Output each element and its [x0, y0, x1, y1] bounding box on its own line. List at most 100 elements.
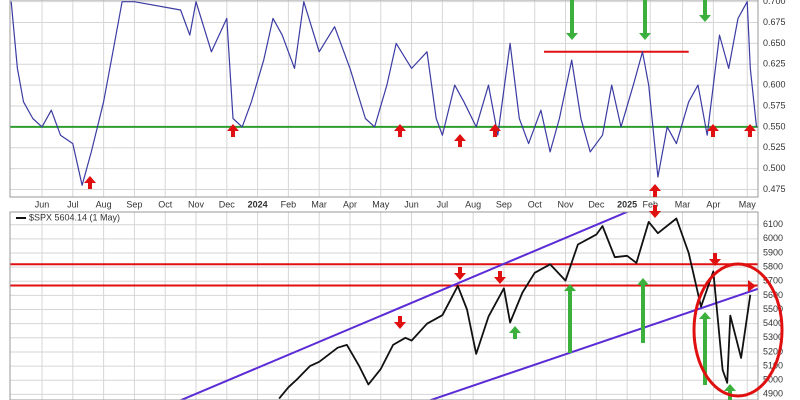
arrow-head	[639, 33, 651, 40]
x-tick-label: Apr	[343, 199, 357, 209]
channel-line	[429, 287, 758, 400]
y-tick-label: 5500	[763, 304, 783, 314]
arrow-head	[699, 15, 711, 22]
arrow-shaft	[498, 271, 502, 277]
arrow-shaft	[653, 191, 657, 197]
arrow-head	[637, 278, 649, 285]
annotation-arrow	[84, 176, 96, 189]
x-tick-label: Dec	[219, 199, 236, 209]
x-tick-label: Sep	[126, 199, 142, 209]
annotation-arrow	[639, 0, 651, 40]
x-tick-label: Nov	[558, 199, 575, 209]
y-tick-label: 5100	[763, 360, 783, 370]
series-line	[10, 1, 758, 186]
arrow-head	[509, 326, 521, 333]
arrow-shaft	[513, 333, 517, 339]
x-tick-label: Feb	[281, 199, 297, 209]
legend-label: $SPX 5604.14 (1 May)	[29, 212, 120, 222]
x-tick-label: Oct	[528, 199, 543, 209]
arrow-head	[649, 211, 661, 218]
y-tick-label: 0.600	[763, 80, 786, 90]
arrow-head	[454, 134, 466, 141]
annotation-arrow	[707, 124, 719, 137]
arrow-head	[744, 124, 756, 131]
arrow-shaft	[711, 131, 715, 137]
annotation-arrow	[509, 326, 521, 339]
y-tick-label: 5800	[763, 262, 783, 272]
y-tick-label: 5000	[763, 375, 783, 385]
x-tick-label: Mar	[311, 199, 327, 209]
arrow-head	[394, 322, 406, 329]
arrow-head	[394, 124, 406, 131]
x-tick-label: Jun	[35, 199, 50, 209]
y-tick-label: 0.525	[763, 142, 786, 152]
arrow-shaft	[88, 183, 92, 189]
y-tick-label: 0.650	[763, 38, 786, 48]
annotation-arrow	[454, 134, 466, 147]
y-tick-label: 5900	[763, 247, 783, 257]
y-tick-label: 5600	[763, 290, 783, 300]
arrow-head	[489, 124, 501, 131]
y-tick-label: 5400	[763, 318, 783, 328]
annotation-arrow	[699, 0, 711, 22]
annotation-arrow	[709, 253, 721, 266]
arrow-head	[649, 184, 661, 191]
x-tick-label: 2024	[248, 199, 268, 209]
arrow-head	[724, 384, 736, 391]
y-tick-label: 0.575	[763, 100, 786, 110]
y-tick-label: 0.700	[763, 0, 786, 6]
annotation-arrow	[564, 284, 576, 353]
series-line	[278, 217, 752, 400]
annotation-arrow	[227, 124, 239, 137]
arrow-shaft	[653, 205, 657, 211]
x-tick-label: May	[739, 199, 757, 209]
annotation-arrow	[744, 124, 756, 137]
arrow-shaft	[458, 141, 462, 147]
annotation-arrow	[699, 312, 711, 385]
x-tick-label: Jun	[404, 199, 419, 209]
arrow-shaft	[570, 0, 574, 33]
y-tick-label: 5200	[763, 346, 783, 356]
annotation-arrow	[494, 271, 506, 284]
x-tick-label: Mar	[675, 199, 691, 209]
arrow-shaft	[703, 319, 707, 385]
y-tick-label: 0.475	[763, 184, 786, 194]
y-tick-label: 5300	[763, 332, 783, 342]
annotation-arrow	[649, 205, 661, 218]
highlight-ellipse	[692, 262, 784, 398]
arrow-shaft	[748, 131, 752, 137]
annotation-arrow	[649, 184, 661, 197]
x-tick-label: Aug	[96, 199, 112, 209]
x-tick-label: Dec	[588, 199, 605, 209]
x-tick-label: Sep	[496, 199, 512, 209]
annotation-arrow	[748, 280, 756, 292]
y-tick-label: 0.550	[763, 121, 786, 131]
arrow-shaft	[493, 131, 497, 137]
x-tick-label: Oct	[158, 199, 173, 209]
arrow-shaft	[398, 131, 402, 137]
x-tick-label: May	[372, 199, 390, 209]
arrow-head	[699, 312, 711, 319]
channel-line	[180, 212, 630, 400]
arrow-shaft	[458, 267, 462, 273]
arrow-shaft	[231, 131, 235, 137]
x-tick-label: Aug	[465, 199, 481, 209]
y-tick-label: 6100	[763, 219, 783, 229]
x-tick-label: Apr	[706, 199, 720, 209]
x-tick-label: Feb	[642, 199, 658, 209]
x-tick-label: 2025	[617, 199, 637, 209]
annotation-arrow	[394, 124, 406, 137]
arrow-shaft	[713, 253, 717, 259]
x-tick-label: Nov	[188, 199, 205, 209]
y-tick-label: 0.500	[763, 163, 786, 173]
annotation-arrow	[566, 0, 578, 40]
arrow-head	[748, 280, 756, 292]
arrow-head	[454, 273, 466, 280]
annotation-arrow	[489, 124, 501, 137]
arrow-head	[227, 124, 239, 131]
x-tick-label: Jul	[437, 199, 449, 209]
panel-frame	[9, 211, 759, 400]
arrow-head	[566, 33, 578, 40]
